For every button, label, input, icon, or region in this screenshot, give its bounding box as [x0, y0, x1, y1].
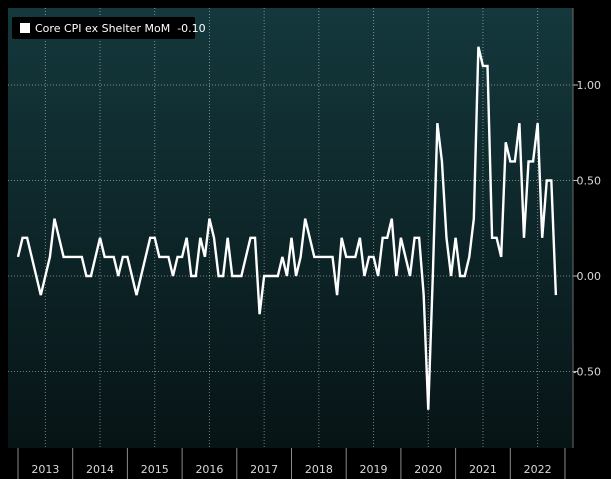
y-axis: 1.00 0.50 0.00 -0.50: [572, 8, 602, 448]
legend[interactable]: Core CPI ex Shelter MoM -0.10: [12, 17, 206, 39]
x-tick-label: 2013: [31, 463, 59, 476]
y-tick-label: 0.50: [577, 175, 602, 188]
x-axis: 2013 2014 2015 2016 2017 2018 2019 2020 2021 2022: [17, 448, 566, 479]
y-tick-label: 1.00: [577, 79, 602, 92]
y-tick-label: 0.00: [577, 270, 602, 283]
legend-swatch: [20, 23, 30, 33]
x-tick-label: 2015: [141, 463, 169, 476]
series-layer: [16, 46, 558, 410]
plot-area: [8, 8, 573, 448]
legend-series-label: Core CPI ex Shelter MoM: [35, 22, 170, 35]
x-tick-label: 2020: [414, 463, 442, 476]
y-tick-label: -0.50: [573, 366, 601, 379]
series-line: [16, 46, 558, 410]
x-tick-label: 2019: [360, 463, 388, 476]
x-tick-label: 2022: [524, 463, 552, 476]
legend-entry: Core CPI ex Shelter MoM -0.10: [35, 22, 206, 35]
x-tick-label: 2014: [86, 463, 114, 476]
legend-box: [12, 17, 195, 39]
legend-last-value: -0.10: [177, 22, 205, 35]
x-tick-label: 2016: [195, 463, 223, 476]
x-tick-label: 2017: [250, 463, 278, 476]
x-tick-label: 2021: [469, 463, 497, 476]
x-tick-label: 2018: [305, 463, 333, 476]
